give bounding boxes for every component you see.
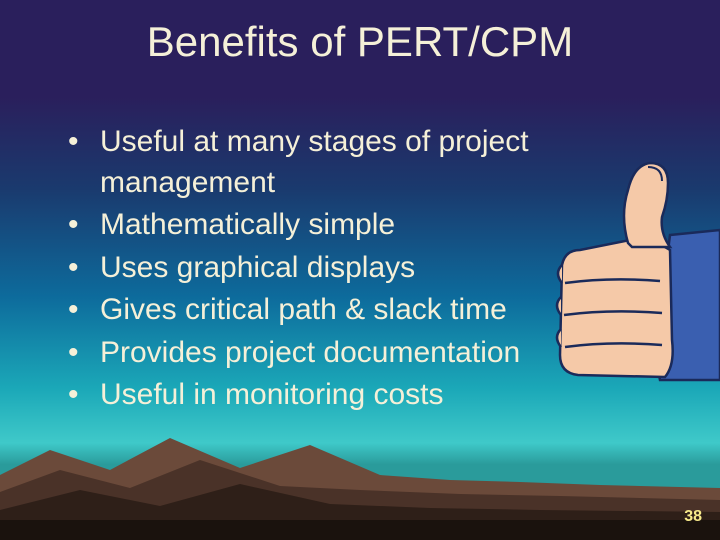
mountains-graphic (0, 420, 720, 540)
slide: Benefits of PERT/CPM Useful at many stag… (0, 0, 720, 540)
slide-title: Benefits of PERT/CPM (0, 18, 720, 66)
page-number: 38 (684, 508, 702, 526)
thumbs-up-icon (510, 155, 720, 385)
